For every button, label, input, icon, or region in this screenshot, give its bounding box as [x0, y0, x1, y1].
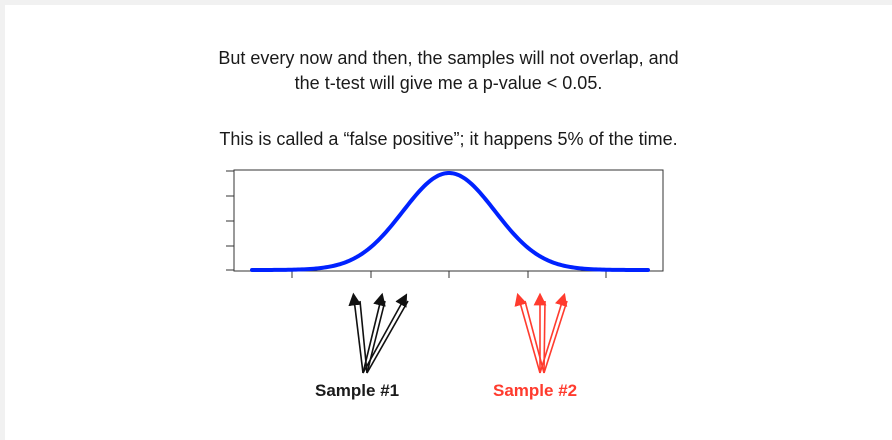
caption-line-2: the t-test will give me a p-value < 0.05… [294, 73, 603, 93]
sample-1-label: Sample #1 [315, 381, 400, 400]
sample-2-arrows [514, 292, 568, 374]
distribution-diagram [226, 169, 664, 374]
normal-curve [250, 171, 650, 272]
sample-2-label: Sample #2 [493, 381, 578, 400]
x-axis-ticks [291, 271, 607, 278]
plot-frame [233, 169, 664, 272]
slide: But every now and then, the samples will… [5, 5, 892, 440]
false-positive-caption: This is called a “false positive”; it ha… [219, 129, 678, 149]
caption-line-1: But every now and then, the samples will… [218, 48, 679, 68]
sample-1-arrows [348, 292, 409, 374]
y-axis-ticks [226, 170, 234, 271]
